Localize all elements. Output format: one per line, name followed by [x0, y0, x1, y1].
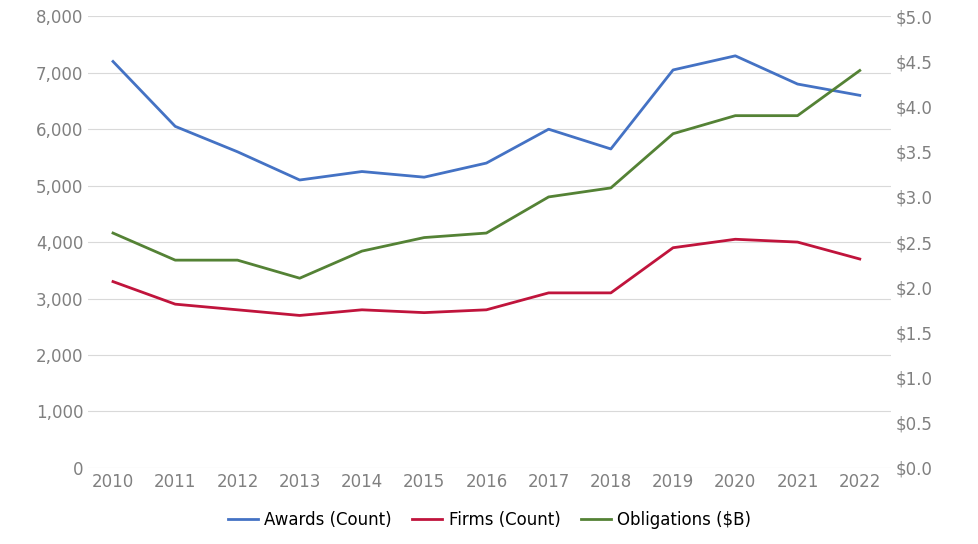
- Awards (Count): [293, 177, 305, 183]
- Firms (Count): [169, 301, 181, 307]
- Awards (Count): [729, 53, 740, 59]
- Firms (Count): [604, 289, 616, 296]
- Obligations ($B): [604, 184, 616, 191]
- Firms (Count): [356, 307, 368, 313]
- Firms (Count): [418, 310, 429, 316]
- Line: Awards (Count): Awards (Count): [112, 56, 859, 180]
- Firms (Count): [293, 312, 305, 319]
- Awards (Count): [853, 92, 865, 98]
- Awards (Count): [791, 81, 803, 88]
- Awards (Count): [169, 123, 181, 129]
- Awards (Count): [542, 126, 554, 133]
- Line: Firms (Count): Firms (Count): [112, 239, 859, 316]
- Obligations ($B): [729, 113, 740, 119]
- Obligations ($B): [480, 230, 492, 236]
- Obligations ($B): [853, 67, 865, 74]
- Firms (Count): [542, 289, 554, 296]
- Obligations ($B): [542, 194, 554, 200]
- Legend: Awards (Count), Firms (Count), Obligations ($B): Awards (Count), Firms (Count), Obligatio…: [221, 504, 757, 536]
- Awards (Count): [604, 146, 616, 152]
- Obligations ($B): [791, 113, 803, 119]
- Obligations ($B): [107, 230, 118, 236]
- Awards (Count): [480, 160, 492, 166]
- Awards (Count): [667, 67, 679, 73]
- Firms (Count): [791, 239, 803, 245]
- Obligations ($B): [667, 131, 679, 137]
- Firms (Count): [232, 307, 244, 313]
- Awards (Count): [232, 149, 244, 155]
- Obligations ($B): [356, 248, 368, 255]
- Line: Obligations ($B): Obligations ($B): [112, 71, 859, 278]
- Firms (Count): [853, 256, 865, 262]
- Awards (Count): [418, 174, 429, 181]
- Firms (Count): [107, 279, 118, 285]
- Firms (Count): [480, 307, 492, 313]
- Awards (Count): [356, 168, 368, 175]
- Obligations ($B): [418, 234, 429, 241]
- Awards (Count): [107, 58, 118, 65]
- Firms (Count): [667, 244, 679, 251]
- Obligations ($B): [232, 257, 244, 263]
- Firms (Count): [729, 236, 740, 243]
- Obligations ($B): [169, 257, 181, 263]
- Obligations ($B): [293, 275, 305, 281]
